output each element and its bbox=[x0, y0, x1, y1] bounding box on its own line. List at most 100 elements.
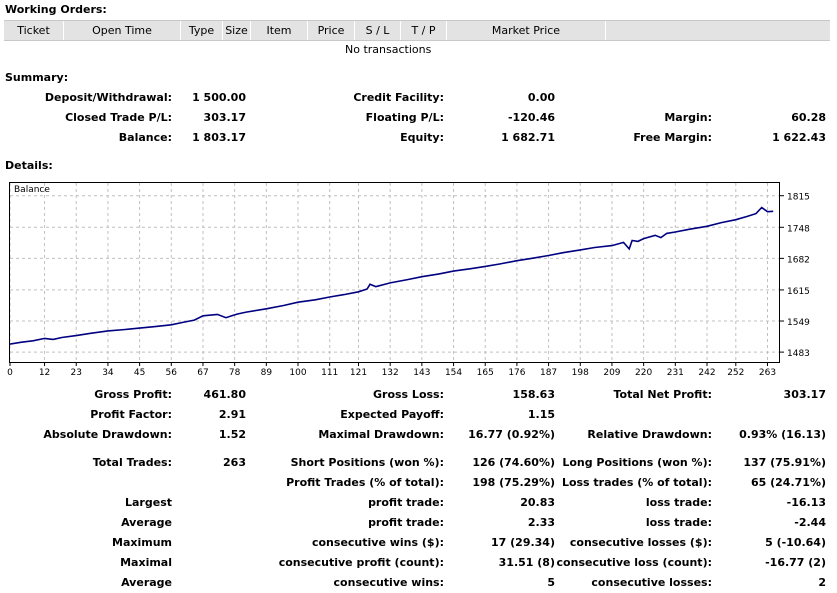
profit-factor-label: Profit Factor: bbox=[90, 408, 172, 421]
average-consecutive-label: Average bbox=[121, 576, 172, 589]
short-positions-label: Short Positions (won %): bbox=[290, 456, 444, 469]
deposit-value: 1 500.00 bbox=[192, 91, 246, 104]
x-tick-label: 78 bbox=[229, 368, 241, 378]
credit-value: 0.00 bbox=[527, 91, 555, 104]
short-positions-value: 126 (74.60%) bbox=[472, 456, 555, 469]
loss-trades-label: Loss trades (% of total): bbox=[561, 476, 712, 489]
max-consecutive-wins-label: consecutive wins ($): bbox=[311, 536, 444, 549]
average-profit-trade-value: 2.33 bbox=[527, 516, 555, 529]
max-consecutive-losses-label: consecutive losses ($): bbox=[569, 536, 712, 549]
x-tick-label: 242 bbox=[698, 368, 715, 378]
x-tick-label: 263 bbox=[759, 368, 776, 378]
x-tick-label: 34 bbox=[102, 368, 114, 378]
maximal-label: Maximal bbox=[120, 556, 172, 569]
balance-label: Balance: bbox=[118, 131, 172, 144]
avg-consecutive-losses-label: consecutive losses: bbox=[591, 576, 712, 589]
closed-pl-value: 303.17 bbox=[203, 111, 246, 124]
expected-payoff-label: Expected Payoff: bbox=[340, 408, 444, 421]
y-tick-label: 1682 bbox=[787, 255, 810, 265]
y-tick-label: 1483 bbox=[787, 349, 810, 359]
col-item[interactable]: Item bbox=[251, 21, 308, 40]
closed-pl-label: Closed Trade P/L: bbox=[65, 111, 172, 124]
col-filler bbox=[606, 21, 830, 40]
y-tick-label: 1748 bbox=[787, 224, 810, 234]
gross-profit-value: 461.80 bbox=[203, 388, 246, 401]
profit-trades-label: Profit Trades (% of total): bbox=[286, 476, 444, 489]
balance-chart: Balance bbox=[9, 182, 780, 363]
gross-loss-value: 158.63 bbox=[512, 388, 555, 401]
col-ticket[interactable]: Ticket bbox=[4, 21, 64, 40]
x-tick-label: 121 bbox=[350, 368, 367, 378]
x-tick-label: 45 bbox=[134, 368, 145, 378]
margin-label: Margin: bbox=[664, 111, 712, 124]
chart-plot-area bbox=[10, 183, 779, 362]
max-consecutive-wins-value: 17 (29.34) bbox=[491, 536, 555, 549]
average-label: Average bbox=[121, 516, 172, 529]
details-title: Details: bbox=[5, 159, 53, 172]
x-tick-label: 0 bbox=[7, 368, 13, 378]
x-tick-label: 165 bbox=[477, 368, 494, 378]
expected-payoff-value: 1.15 bbox=[527, 408, 555, 421]
average-profit-trade-label: profit trade: bbox=[368, 516, 444, 529]
total-trades-label: Total Trades: bbox=[92, 456, 172, 469]
x-tick-label: 132 bbox=[382, 368, 399, 378]
total-net-profit-value: 303.17 bbox=[783, 388, 826, 401]
col-sl[interactable]: S / L bbox=[355, 21, 401, 40]
average-loss-trade-value: -2.44 bbox=[794, 516, 826, 529]
working-orders-title: Working Orders: bbox=[5, 3, 107, 16]
x-tick-label: 111 bbox=[321, 368, 338, 378]
x-tick-label: 12 bbox=[39, 368, 50, 378]
balance-value: 1 803.17 bbox=[192, 131, 246, 144]
col-market-price[interactable]: Market Price bbox=[447, 21, 606, 40]
col-open-time[interactable]: Open Time bbox=[64, 21, 181, 40]
col-size[interactable]: Size bbox=[223, 21, 251, 40]
y-tick-label: 1615 bbox=[787, 287, 810, 297]
maximal-consecutive-profit-label: consecutive profit (count): bbox=[278, 556, 444, 569]
equity-label: Equity: bbox=[400, 131, 444, 144]
x-tick-label: 100 bbox=[289, 368, 306, 378]
long-positions-value: 137 (75.91%) bbox=[743, 456, 826, 469]
largest-profit-trade-value: 20.83 bbox=[520, 496, 555, 509]
y-tick-label: 1549 bbox=[787, 318, 810, 328]
average-loss-trade-label: loss trade: bbox=[645, 516, 712, 529]
col-type[interactable]: Type bbox=[181, 21, 223, 40]
long-positions-label: Long Positions (won %): bbox=[562, 456, 712, 469]
free-margin-label: Free Margin: bbox=[633, 131, 712, 144]
largest-loss-trade-label: loss trade: bbox=[645, 496, 712, 509]
maximal-consecutive-profit-value: 31.51 (8) bbox=[498, 556, 555, 569]
maximum-label: Maximum bbox=[112, 536, 172, 549]
loss-trades-value: 65 (24.71%) bbox=[750, 476, 826, 489]
max-consecutive-losses-value: 5 (-10.64) bbox=[765, 536, 826, 549]
largest-profit-trade-label: profit trade: bbox=[368, 496, 444, 509]
summary-title: Summary: bbox=[5, 71, 69, 84]
no-transactions-text: No transactions bbox=[345, 43, 432, 56]
maximal-drawdown-label: Maximal Drawdown: bbox=[318, 428, 444, 441]
avg-consecutive-wins-value: 5 bbox=[547, 576, 555, 589]
profit-factor-value: 2.91 bbox=[218, 408, 246, 421]
total-net-profit-label: Total Net Profit: bbox=[613, 388, 713, 401]
equity-value: 1 682.71 bbox=[501, 131, 555, 144]
x-tick-label: 143 bbox=[413, 368, 430, 378]
deposit-label: Deposit/Withdrawal: bbox=[44, 91, 172, 104]
orders-table-header: Ticket Open Time Type Size Item Price S … bbox=[4, 20, 830, 41]
margin-value: 60.28 bbox=[791, 111, 826, 124]
largest-loss-trade-value: -16.13 bbox=[786, 496, 826, 509]
relative-drawdown-label: Relative Drawdown: bbox=[587, 428, 712, 441]
largest-label: Largest bbox=[125, 496, 172, 509]
x-tick-label: 252 bbox=[727, 368, 744, 378]
absolute-drawdown-label: Absolute Drawdown: bbox=[43, 428, 172, 441]
floating-pl-value: -120.46 bbox=[507, 111, 555, 124]
absolute-drawdown-value: 1.52 bbox=[218, 428, 246, 441]
x-tick-label: 231 bbox=[667, 368, 684, 378]
col-price[interactable]: Price bbox=[308, 21, 355, 40]
x-tick-label: 154 bbox=[445, 368, 462, 378]
balance-series-line bbox=[10, 206, 774, 345]
chart-y-axis: 1483 1549 1615 1682 1748 1815 bbox=[780, 193, 810, 359]
y-tick-label: 1815 bbox=[787, 193, 810, 203]
total-trades-value: 263 bbox=[223, 456, 246, 469]
floating-pl-label: Floating P/L: bbox=[365, 111, 444, 124]
profit-trades-value: 198 (75.29%) bbox=[472, 476, 555, 489]
x-tick-label: 187 bbox=[540, 368, 557, 378]
col-tp[interactable]: T / P bbox=[401, 21, 447, 40]
x-tick-label: 220 bbox=[635, 368, 652, 378]
